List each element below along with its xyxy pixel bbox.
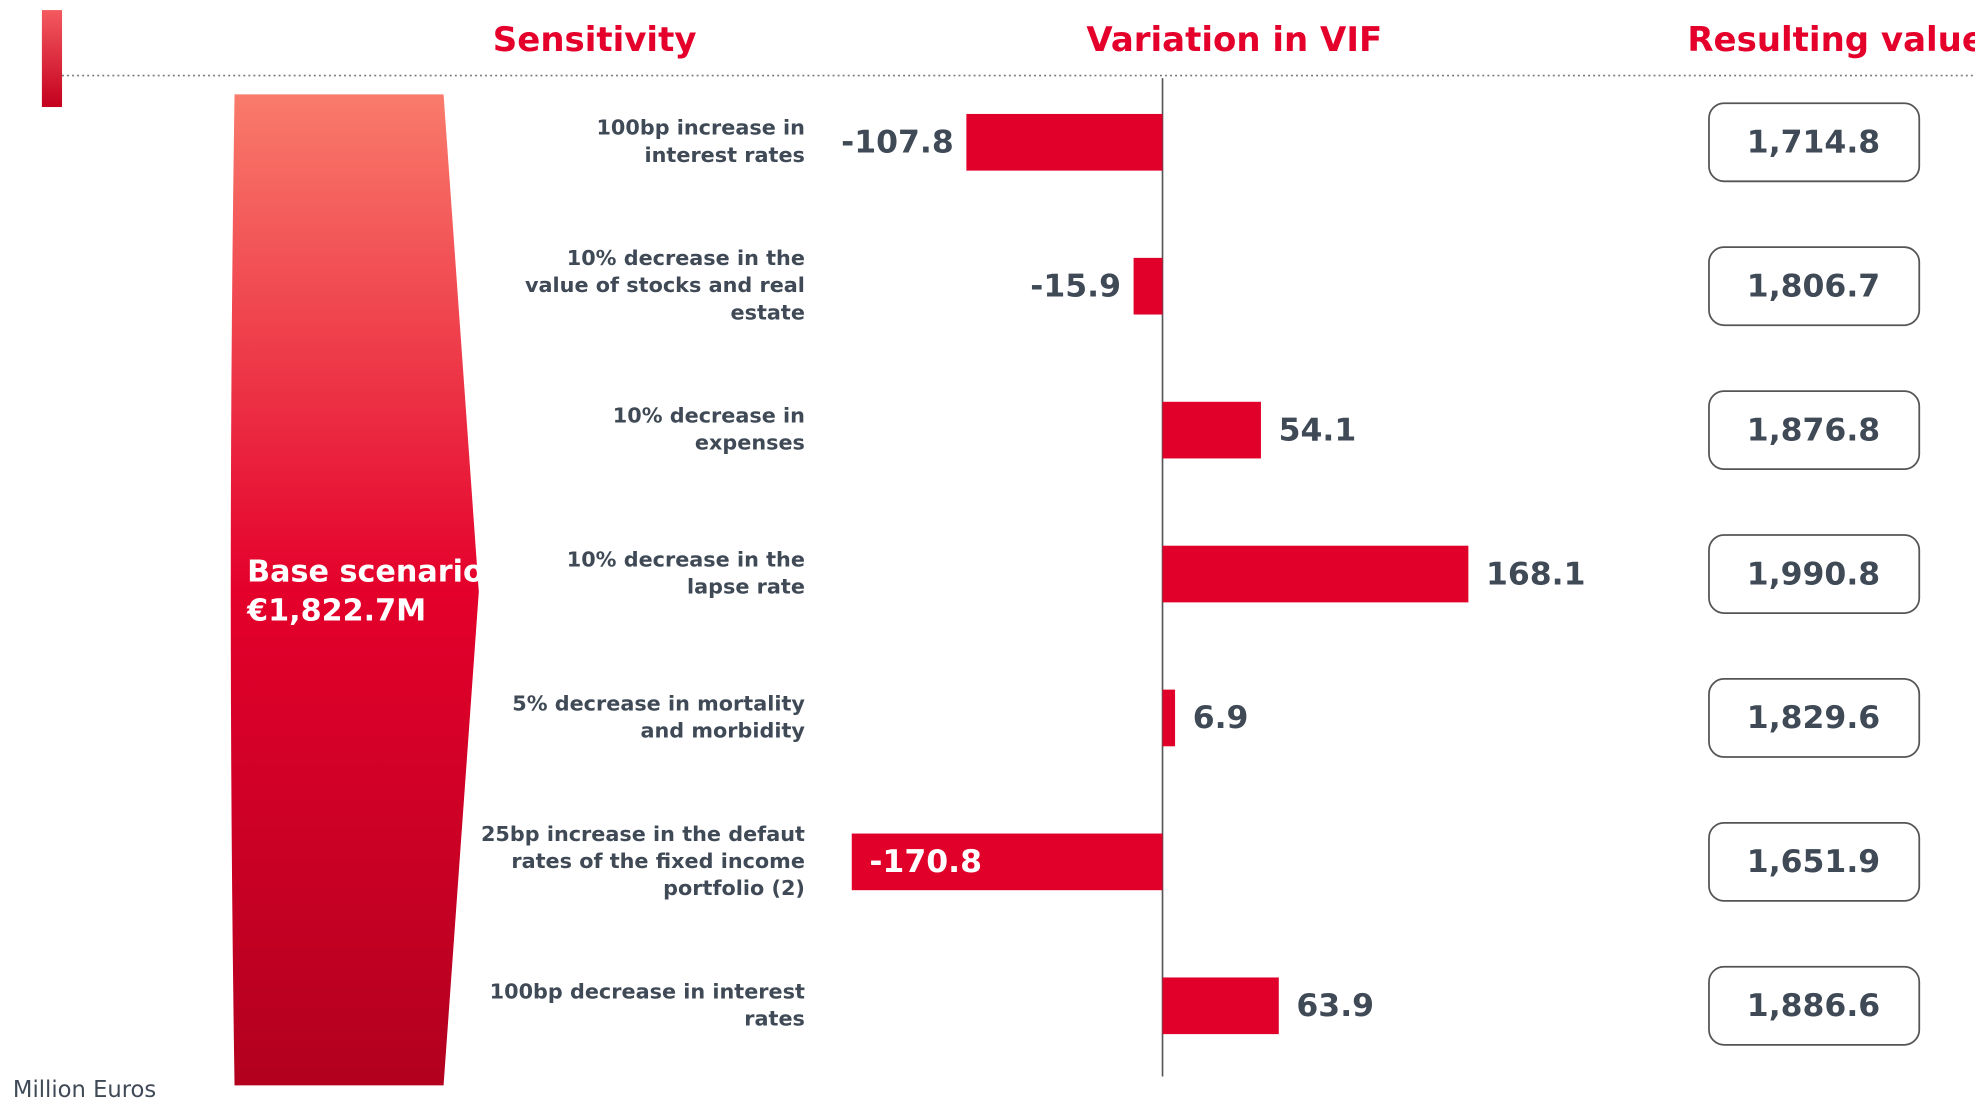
value-label: -170.8	[869, 844, 982, 880]
base-scenario-label: Base scenario	[247, 554, 484, 589]
bar	[1162, 977, 1279, 1035]
corner-tab	[41, 10, 63, 108]
category-label: rates	[744, 1006, 805, 1030]
value-label: 54.1	[1279, 412, 1357, 448]
result-value: 1,714.8	[1747, 125, 1880, 161]
base-scenario-value: €1,822.7M	[246, 593, 426, 628]
unit-note: Million Euros	[13, 1077, 156, 1103]
category-label: portfolio (2)	[663, 876, 805, 900]
category-label: 100bp decrease in interest	[490, 979, 805, 1003]
category-label: interest rates	[645, 143, 805, 167]
category-label: value of stocks and real	[525, 273, 805, 297]
category-label: expenses	[695, 431, 805, 455]
category-label: 100bp increase in	[596, 116, 804, 140]
result-box	[1708, 390, 1921, 471]
result-value: 1,876.8	[1747, 412, 1880, 448]
result-value: 1,806.7	[1747, 268, 1880, 304]
result-value: 1,651.9	[1747, 844, 1880, 880]
result-box	[1708, 965, 1921, 1046]
value-label: 63.9	[1296, 988, 1374, 1024]
header: Variation in VIF	[1086, 20, 1382, 60]
category-label: 25bp increase in the defaut	[481, 822, 805, 846]
result-value: 1,990.8	[1747, 556, 1880, 592]
result-box	[1708, 534, 1921, 614]
value-label: 6.9	[1193, 700, 1249, 736]
result-value: 1,829.6	[1747, 700, 1880, 736]
bar	[966, 113, 1163, 171]
result-box	[1708, 678, 1921, 758]
result-box	[1708, 102, 1921, 183]
bar	[1162, 401, 1261, 459]
bar	[1162, 689, 1176, 747]
header: Resulting value	[1687, 20, 1975, 60]
header: Sensitivity	[493, 20, 697, 60]
category-label: lapse rate	[687, 575, 805, 599]
category-label: 10% decrease in the	[567, 548, 805, 572]
value-label: -15.9	[1030, 268, 1121, 304]
bar	[851, 833, 1163, 891]
value-label: 168.1	[1486, 556, 1586, 592]
category-label: and morbidity	[640, 718, 805, 742]
category-label: 5% decrease in mortality	[512, 691, 805, 715]
category-label: 10% decrease in	[613, 404, 805, 428]
base-scenario-arrow	[230, 94, 479, 1086]
category-label: estate	[731, 300, 805, 324]
category-label: rates of the fixed income	[511, 849, 805, 873]
category-label: 10% decrease in the	[567, 246, 805, 270]
result-box	[1708, 246, 1921, 327]
bar	[1133, 257, 1163, 315]
value-label: -107.8	[841, 125, 954, 161]
bar	[1162, 545, 1469, 603]
result-box	[1708, 821, 1921, 902]
result-value: 1,886.6	[1747, 988, 1880, 1024]
